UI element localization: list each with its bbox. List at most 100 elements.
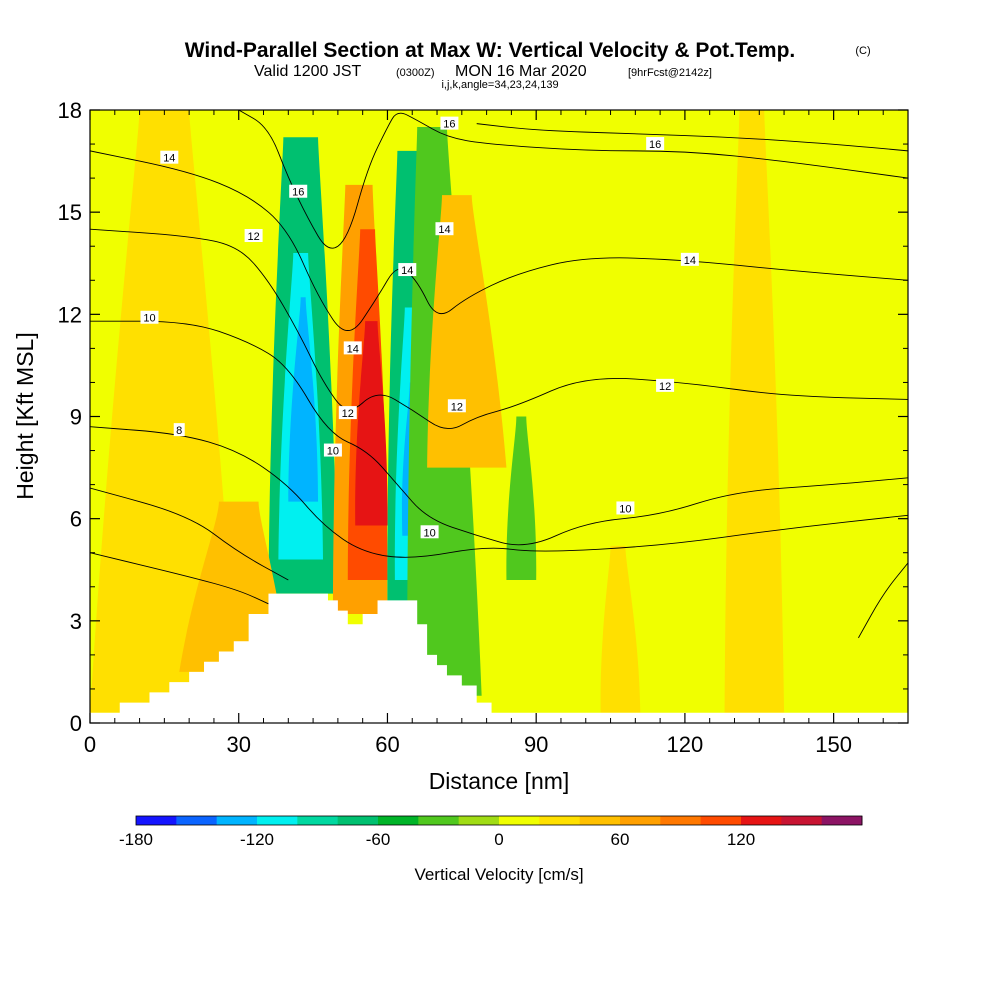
contour-label: 10	[323, 443, 342, 458]
svg-text:10: 10	[327, 446, 339, 458]
y-tick-label: 18	[58, 98, 82, 123]
colorbar-ticks: -180 -120 -60 0 60 120	[119, 830, 755, 849]
colorbar-tick-label: 60	[611, 830, 630, 849]
svg-text:14: 14	[347, 343, 359, 355]
svg-text:14: 14	[438, 224, 450, 236]
velocity-band	[355, 321, 388, 526]
x-axis-label: Distance [nm]	[429, 768, 570, 794]
chart-title: Wind-Parallel Section at Max W: Vertical…	[185, 39, 796, 62]
copyright-mark: (C)	[855, 45, 870, 57]
velocity-band	[724, 110, 785, 713]
colorbar-tick-label: 120	[727, 830, 755, 849]
colorbar-swatch	[337, 816, 379, 825]
y-tick-label: 12	[58, 302, 82, 327]
terrain	[90, 593, 908, 723]
contour-label: 14	[343, 341, 362, 355]
y-tick-label: 9	[70, 405, 82, 430]
colorbar-tick-label: -120	[240, 830, 274, 849]
colorbar-tick-label: -180	[119, 830, 153, 849]
svg-text:16: 16	[649, 139, 661, 151]
velocity-band	[600, 545, 641, 713]
colorbar-swatch	[418, 816, 460, 825]
theta-contour	[90, 552, 269, 605]
svg-text:8: 8	[176, 425, 182, 437]
colorbar-swatch	[499, 816, 540, 825]
svg-text:12: 12	[247, 231, 259, 243]
svg-text:16: 16	[443, 119, 455, 131]
colorbar-swatch	[176, 816, 218, 825]
contour-label: 8	[173, 423, 185, 437]
colorbar-swatch	[539, 816, 581, 825]
theta-contour	[238, 110, 908, 249]
y-tick-label: 3	[70, 609, 82, 634]
colorbar-swatch	[136, 816, 177, 825]
contour-label: 14	[680, 252, 699, 267]
colorbar-swatch	[257, 816, 298, 825]
subtitle-valid: Valid 1200 JST	[254, 63, 362, 80]
theta-contour	[858, 562, 908, 639]
colorbar-tick-label: -60	[366, 830, 391, 849]
colorbar	[135, 815, 863, 826]
velocity-band	[288, 297, 319, 502]
theta-contour	[90, 320, 908, 546]
theta-contour	[476, 123, 908, 152]
contour-label: 10	[420, 525, 439, 539]
contour-label: 12	[244, 229, 263, 243]
theta-contour	[90, 426, 908, 558]
contour-label: 14	[398, 263, 417, 277]
velocity-field	[90, 110, 785, 713]
y-tick-label: 6	[70, 507, 82, 532]
colorbar-title: Vertical Velocity [cm/s]	[414, 865, 583, 884]
colorbar-swatch	[378, 816, 419, 825]
x-tick-label: 90	[524, 732, 548, 757]
colorbar-swatch	[700, 816, 742, 825]
chart-params: i,j,k,angle=34,23,24,139	[441, 79, 558, 91]
velocity-band	[506, 416, 537, 580]
colorbar-swatch	[579, 816, 621, 825]
x-axis: 0 30 60 90 120 150	[84, 110, 884, 757]
x-tick-label: 120	[667, 732, 704, 757]
contour-label: 14	[160, 150, 179, 165]
contour-label: 12	[338, 406, 357, 420]
colorbar-swatch	[620, 816, 661, 825]
x-tick-label: 150	[815, 732, 852, 757]
y-tick-label: 0	[70, 711, 82, 736]
svg-text:12: 12	[659, 381, 671, 393]
subtitle-forecast: [9hrFcst@2142z]	[628, 67, 712, 79]
svg-text:14: 14	[163, 153, 175, 165]
contour-label: 12	[447, 399, 466, 413]
y-axis-label: Height [Kft MSL]	[12, 332, 38, 499]
svg-text:10: 10	[143, 313, 155, 325]
y-tick-label: 15	[58, 200, 82, 225]
subtitle-date: MON 16 Mar 2020	[455, 63, 587, 80]
subtitle-utc: (0300Z)	[396, 67, 435, 79]
theta-contours	[90, 110, 908, 639]
x-tick-label: 60	[375, 732, 399, 757]
theta-contour	[90, 228, 908, 429]
colorbar-swatch	[297, 816, 339, 825]
svg-text:12: 12	[451, 401, 463, 413]
svg-text:12: 12	[342, 408, 354, 420]
contour-label: 10	[616, 501, 635, 515]
colorbar-swatch	[821, 816, 863, 825]
chart-subtitle: Valid 1200 JST (0300Z) MON 16 Mar 2020 […	[254, 63, 712, 80]
x-tick-label: 30	[226, 732, 250, 757]
colorbar-swatch	[216, 816, 258, 825]
contour-label: 12	[656, 378, 675, 393]
colorbar-swatch	[781, 816, 823, 825]
plot-area: 14 16 12 10 8 14 12 10 14 14 16 16 14 12 12 10 10	[90, 110, 908, 723]
colorbar-swatch	[458, 816, 500, 825]
colorbar-swatch	[660, 816, 702, 825]
x-tick-label: 0	[84, 732, 96, 757]
velocity-band	[427, 195, 507, 468]
svg-text:10: 10	[423, 527, 435, 539]
y-axis: 0 3 6 9 12 15 18	[58, 98, 908, 736]
contour-label: 10	[140, 310, 159, 325]
svg-text:14: 14	[401, 265, 413, 277]
contour-label: 14	[435, 222, 454, 236]
svg-text:10: 10	[619, 503, 631, 515]
colorbar-frame	[135, 815, 863, 826]
theta-contour	[90, 487, 289, 581]
contour-label: 16	[440, 116, 459, 131]
